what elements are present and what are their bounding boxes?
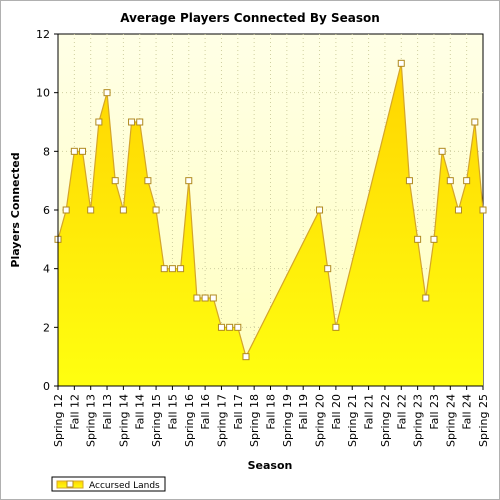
legend-marker (66, 480, 74, 488)
data-point (70, 147, 78, 155)
data-point (226, 323, 234, 331)
legend: Accursed Lands (51, 476, 166, 492)
series-markers (54, 59, 487, 361)
data-point (454, 206, 462, 214)
series-area-fill (58, 63, 483, 386)
x-tick-label: Fall 12 (68, 394, 81, 430)
data-point (119, 206, 127, 214)
data-point (234, 323, 242, 331)
chart-title: Average Players Connected By Season (120, 11, 380, 25)
legend-label: Accursed Lands (89, 481, 160, 491)
y-tick-label: 10 (36, 87, 50, 100)
y-tick-label: 0 (43, 380, 50, 393)
data-point (193, 294, 201, 302)
data-point (316, 206, 324, 214)
data-point (422, 294, 430, 302)
x-tick-label: Fall 18 (265, 394, 278, 430)
data-point (430, 235, 438, 243)
y-axis-label: Players Connected (9, 152, 22, 267)
data-point (324, 265, 332, 273)
y-tick-label: 8 (43, 145, 50, 158)
x-tick-label: Spring 14 (117, 394, 130, 447)
data-point (79, 147, 87, 155)
data-point (479, 206, 487, 214)
x-tick-label: Spring 18 (248, 394, 261, 447)
x-axis-label: Season (248, 459, 293, 472)
y-axis: 0 2 4 6 8 10 12 (36, 28, 59, 393)
x-tick-label: Fall 22 (395, 394, 408, 430)
x-tick-label: Spring 22 (379, 394, 392, 447)
data-point (87, 206, 95, 214)
data-point (201, 294, 209, 302)
data-point (177, 265, 185, 273)
x-tick-label: Spring 13 (85, 394, 98, 447)
data-point (111, 177, 119, 185)
data-point (414, 235, 422, 243)
y-tick-label: 2 (43, 321, 50, 334)
data-point (144, 177, 152, 185)
y-tick-label: 4 (43, 263, 50, 276)
x-tick-label: Fall 15 (166, 394, 179, 430)
x-tick-label: Spring 20 (314, 394, 327, 447)
x-tick-label: Fall 21 (363, 394, 376, 430)
x-tick-label: Spring 23 (412, 394, 425, 447)
x-tick-label: Fall 20 (330, 394, 343, 430)
x-tick-label: Fall 13 (101, 394, 114, 430)
data-point (463, 177, 471, 185)
data-point (438, 147, 446, 155)
series-line (57, 63, 484, 359)
x-tick-label: Fall 23 (428, 394, 441, 430)
x-tick-label: Spring 12 (52, 394, 65, 447)
x-tick-label: Spring 24 (444, 394, 457, 447)
x-tick-label: Spring 25 (477, 394, 490, 447)
x-tick-label: Fall 14 (134, 394, 147, 430)
x-tick-label: Spring 19 (281, 394, 294, 447)
x-tick-label: Spring 21 (346, 394, 359, 447)
data-point (95, 118, 103, 126)
data-point (332, 323, 340, 331)
data-point (209, 294, 217, 302)
data-point (103, 89, 111, 97)
data-point (62, 206, 70, 214)
x-tick-label: Fall 17 (232, 394, 245, 430)
x-tick-label: Spring 16 (183, 394, 196, 447)
data-point (185, 177, 193, 185)
x-tick-label: Spring 17 (215, 394, 228, 447)
series-area (57, 63, 484, 386)
data-point (405, 177, 413, 185)
data-point (152, 206, 160, 214)
data-point (217, 323, 225, 331)
y-tick-label: 12 (36, 28, 50, 41)
data-point (397, 59, 405, 67)
x-tick-label: Fall 24 (461, 394, 474, 430)
data-point (446, 177, 454, 185)
x-tick-label: Spring 15 (150, 394, 163, 447)
data-point (136, 118, 144, 126)
data-point (160, 265, 168, 273)
data-point (242, 353, 250, 361)
x-axis: Spring 12 Fall 12 Spring 13 Fall 13 Spring 1… (52, 385, 490, 447)
data-point (471, 118, 479, 126)
data-point (128, 118, 136, 126)
data-point (168, 265, 176, 273)
x-tick-label: Fall 16 (199, 394, 212, 430)
x-tick-label: Fall 19 (297, 394, 310, 430)
y-tick-label: 6 (43, 204, 50, 217)
